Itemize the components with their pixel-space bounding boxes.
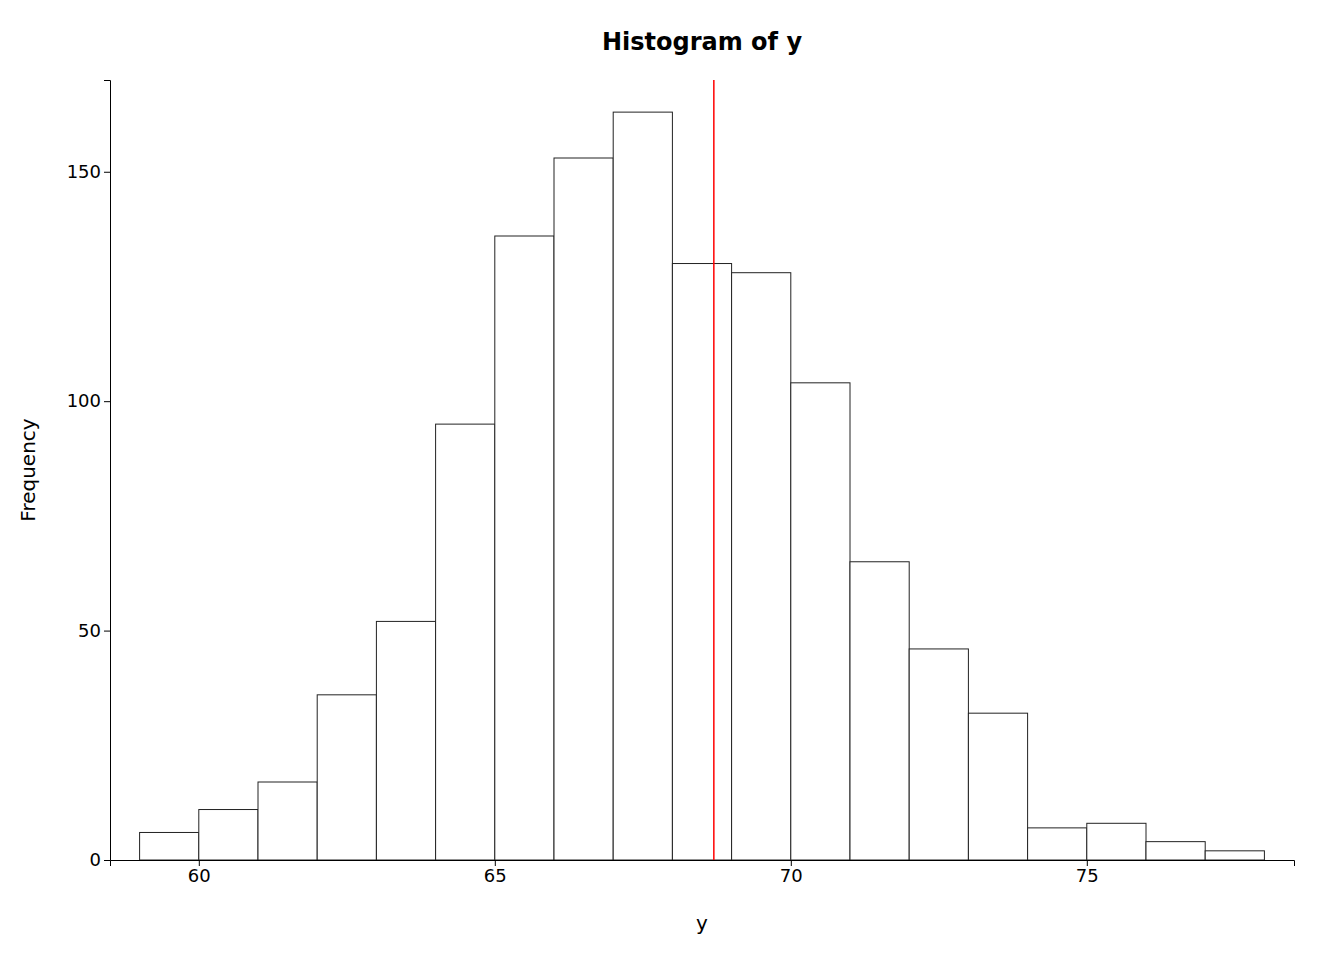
y-tick: 100 — [67, 390, 110, 411]
y-tick-mark — [104, 860, 110, 861]
histogram-bar — [1205, 851, 1264, 860]
y-tick-mark — [104, 631, 110, 632]
x-tick: 65 — [484, 860, 507, 886]
histogram-bar — [376, 621, 435, 860]
y-tick-mark — [104, 172, 110, 173]
histogram-bar — [1146, 842, 1205, 860]
y-tick: 0 — [90, 849, 110, 870]
chart-title: Histogram of y — [602, 28, 802, 56]
histogram-bar — [317, 695, 376, 860]
y-tick: 150 — [67, 161, 110, 182]
histogram-bar — [732, 273, 791, 860]
histogram-bar — [791, 383, 850, 860]
histogram-bar — [140, 832, 199, 860]
x-axis: 60 65 70 75 — [111, 860, 1295, 886]
histogram-bar — [613, 112, 672, 860]
y-tick-mark — [104, 401, 110, 402]
histogram-bar — [909, 649, 968, 860]
y-tick-label: 50 — [78, 620, 101, 641]
x-tick-label: 65 — [484, 865, 507, 886]
marks — [140, 80, 1265, 860]
y-axis: 0 50 100 150 — [67, 81, 111, 871]
histogram-bar — [1087, 823, 1146, 860]
x-axis-line — [111, 861, 1295, 867]
histogram-bar — [968, 713, 1027, 860]
histogram-bar — [850, 562, 909, 860]
x-axis-title: y — [696, 911, 708, 935]
y-axis-line — [104, 81, 111, 861]
x-tick-label: 75 — [1076, 865, 1099, 886]
y-axis-title: Frequency — [16, 418, 40, 521]
histogram-bar — [258, 782, 317, 860]
y-tick-label: 150 — [67, 161, 101, 182]
histogram-bar — [199, 810, 258, 860]
x-tick: 75 — [1076, 860, 1099, 886]
histogram-bar — [495, 236, 554, 860]
histogram-bar — [672, 264, 731, 860]
x-tick: 70 — [780, 860, 803, 886]
reference-line — [713, 80, 715, 860]
y-tick-label: 0 — [90, 849, 101, 870]
x-tick-label: 60 — [188, 865, 211, 886]
y-tick: 50 — [78, 620, 110, 641]
histogram-bar — [1028, 828, 1087, 860]
chart: 60 65 70 75 0 50 100 150 Histogram of y y Frequenc… — [0, 0, 1344, 960]
x-tick: 60 — [188, 860, 211, 886]
histogram-bar — [554, 158, 613, 860]
y-tick-label: 100 — [67, 390, 101, 411]
plot-area: 60 65 70 75 0 50 100 150 — [67, 80, 1295, 886]
x-tick-label: 70 — [780, 865, 803, 886]
histogram-bar — [436, 424, 495, 860]
